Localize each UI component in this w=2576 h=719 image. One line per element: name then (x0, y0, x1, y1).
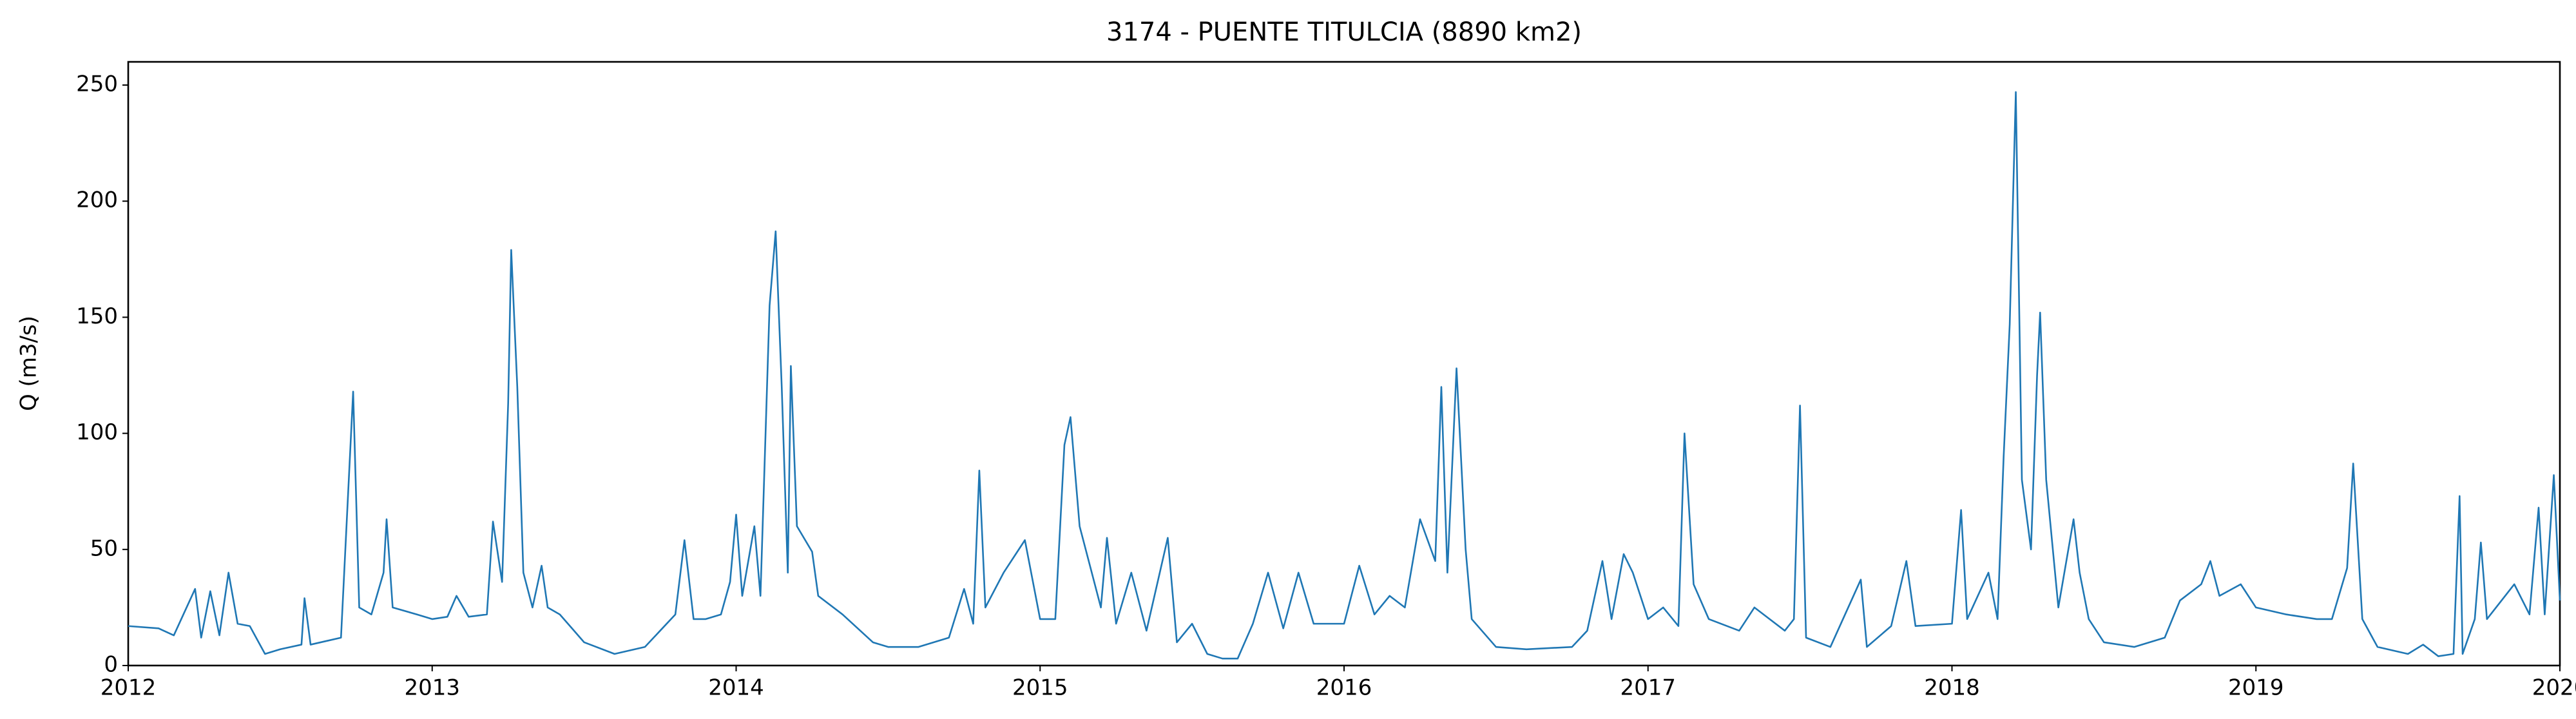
x-tick-label: 2015 (1012, 675, 1068, 701)
x-tick-label: 2012 (101, 675, 157, 701)
x-tick-label: 2014 (708, 675, 764, 701)
y-tick-label: 150 (76, 303, 118, 329)
y-tick-label: 200 (76, 187, 118, 213)
axes-frame (127, 61, 2561, 667)
chart-title: 3174 - PUENTE TITULCIA (8890 km2) (1106, 17, 1582, 47)
y-axis-label: Q (m3/s) (16, 316, 42, 411)
data-line (128, 91, 2561, 660)
y-tick-label: 250 (76, 72, 118, 97)
y-tick-label: 50 (90, 535, 118, 561)
x-tick-label: 2017 (1620, 675, 1676, 701)
y-tick-label: 0 (104, 652, 118, 678)
x-tick-label: 2013 (404, 675, 460, 701)
x-tick-label: 2018 (1924, 675, 1980, 701)
x-tick-label: 2016 (1316, 675, 1372, 701)
y-tick-label: 100 (76, 419, 118, 445)
x-tick-label: 2019 (2228, 675, 2284, 701)
x-tick-label: 2020 (2532, 675, 2576, 701)
